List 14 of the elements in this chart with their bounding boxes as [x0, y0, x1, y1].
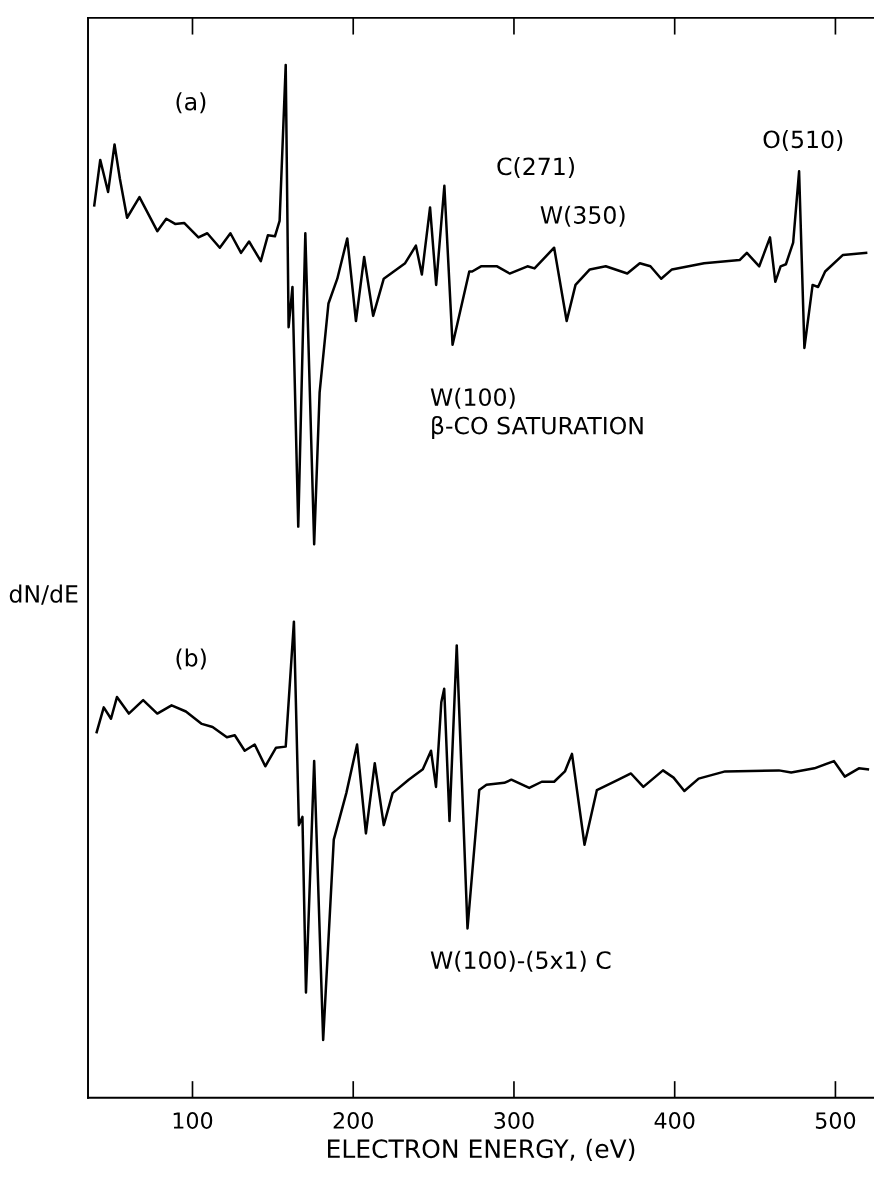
annotation: O(510) [763, 130, 843, 152]
annotation: W(100) β-CO SATURATION [430, 387, 643, 440]
annotation: C(271) [497, 157, 574, 179]
annotation: W(100)-(5x1) C [430, 950, 611, 972]
x-tick-label: 100 [173, 1112, 213, 1129]
x-tick-label: 400 [654, 1112, 695, 1129]
x-tick-label: 300 [494, 1112, 534, 1129]
x-tick-label: 500 [815, 1112, 856, 1129]
annotation: (a) [176, 92, 206, 114]
annotation: W(350) [540, 205, 625, 227]
x-axis-title: ELECTRON ENERGY, (eV) [328, 1138, 635, 1162]
x-tick-label: 200 [333, 1112, 373, 1129]
annotation: (b) [176, 648, 206, 670]
y-axis-title: dN/dE [9, 584, 78, 605]
